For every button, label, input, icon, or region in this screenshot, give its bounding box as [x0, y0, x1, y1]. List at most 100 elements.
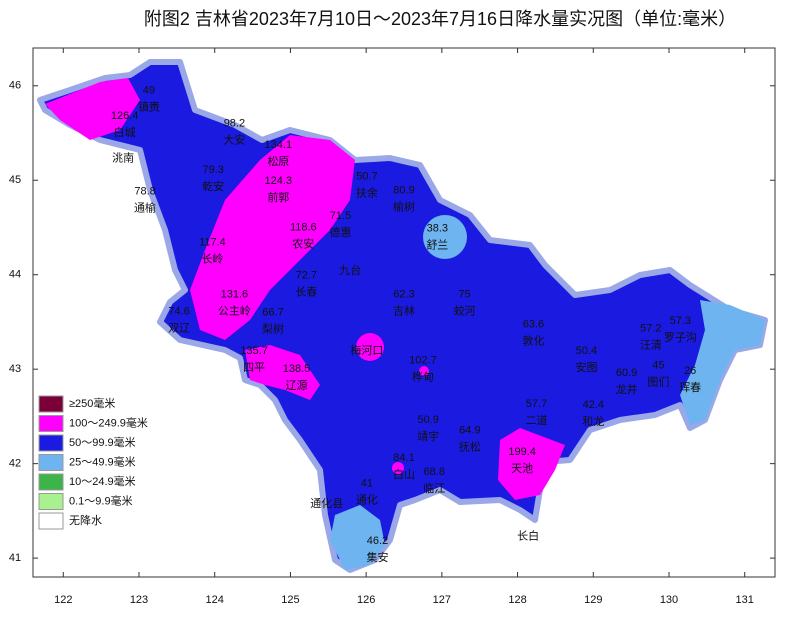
legend-swatch [38, 454, 64, 471]
station-name: 双辽 [168, 321, 190, 334]
station-value: 50.7 [356, 170, 377, 182]
x-tick-label: 124 [206, 594, 224, 606]
station-value: 60.9 [616, 367, 637, 379]
station-value: 57.7 [526, 398, 547, 410]
station-value: 62.3 [393, 288, 414, 300]
station-value: 78.8 [134, 185, 155, 197]
station-value: 102.7 [409, 355, 437, 367]
heavy-rain-area [245, 345, 320, 400]
station-value: 68.8 [424, 466, 445, 478]
station-name: 乾安 [202, 179, 224, 193]
province-area [37, 59, 768, 573]
station-value: 45 [652, 359, 664, 371]
station-name: 临江 [423, 481, 445, 495]
station-name: 天池 [511, 462, 533, 475]
station-value: 50.4 [576, 345, 597, 357]
heavy-rain-area [392, 462, 404, 474]
station-value: 72.7 [296, 270, 317, 282]
station-value: 74.6 [168, 305, 189, 317]
legend-label: 100～249.9毫米 [69, 415, 148, 429]
station-value: 79.3 [202, 164, 223, 176]
station-name: 敦化 [522, 334, 544, 348]
heavy-rain-area [356, 333, 384, 361]
station-value: 50.9 [418, 414, 439, 426]
legend-label: 0.1～9.9毫米 [69, 493, 133, 507]
station-name: 靖宇 [417, 430, 439, 443]
station-name: 白城 [114, 125, 136, 139]
station-name: 长岭 [201, 252, 223, 266]
station-name: 松原 [267, 154, 289, 168]
station-value: 80.9 [393, 185, 414, 197]
station-value: 38.3 [427, 222, 448, 234]
station-value: 138.5 [283, 363, 311, 375]
station-name: 通榆 [134, 200, 156, 214]
legend-label: 25～49.9毫米 [69, 454, 136, 468]
station-name: 和龙 [582, 415, 604, 428]
province [37, 59, 768, 573]
heavy-rain-area [498, 428, 565, 500]
station-name: 梅河口 [350, 343, 383, 357]
y-tick-label: 42 [9, 458, 21, 470]
station-value: 26 [684, 365, 696, 377]
station-value: 75 [458, 288, 470, 300]
station-name: 四平 [243, 362, 265, 374]
station-value: 124.3 [265, 175, 293, 187]
station-name: 集安 [367, 550, 389, 564]
station-value: 57.2 [640, 322, 661, 334]
station-name: 蛟河 [454, 303, 476, 317]
x-tick-label: 122 [54, 594, 72, 606]
moderate-rain-area [423, 215, 467, 259]
x-tick-label: 125 [281, 594, 299, 606]
station-value: 41 [361, 477, 373, 489]
station-value: 126.4 [111, 110, 139, 122]
legend-swatch [38, 415, 64, 432]
station-value: 131.6 [221, 288, 249, 300]
legend-swatch [38, 434, 64, 452]
station-name: 长白 [517, 528, 539, 542]
station-value: 63.6 [523, 319, 544, 331]
station-name: 吉林 [393, 303, 415, 317]
y-tick-label: 41 [9, 552, 21, 564]
x-tick-label: 126 [357, 594, 375, 606]
station-value: 134.1 [265, 139, 293, 151]
station-name: 汪清 [640, 338, 662, 351]
station-name: 榆树 [393, 200, 415, 214]
y-tick-label: 46 [9, 80, 21, 92]
station-name: 抚松 [459, 439, 481, 453]
station-value: 84.1 [393, 452, 414, 464]
station-value: 118.6 [290, 221, 317, 233]
station-name: 安图 [575, 360, 597, 374]
station-name: 长春 [295, 286, 317, 299]
x-tick-label: 127 [433, 594, 451, 606]
moderate-rain-area [680, 300, 765, 425]
station-name: 扶余 [356, 185, 378, 199]
station-name: 桦甸 [412, 370, 434, 384]
station-name: 德惠 [329, 225, 351, 239]
station-name: 通化县 [310, 496, 343, 510]
legend-label: ≥250毫米 [69, 396, 115, 410]
station-name: 农安 [292, 236, 314, 250]
station-name: 舒兰 [426, 237, 448, 251]
legend-swatch [38, 512, 64, 530]
station-name: 罗子沟 [664, 331, 697, 344]
x-tick-label: 128 [508, 594, 526, 606]
station-value: 42.4 [583, 399, 604, 411]
station-value: 199.4 [508, 446, 536, 458]
station-name: 镇赉 [138, 99, 160, 113]
station-value: 135.7 [240, 345, 268, 357]
legend-label: 50～99.9毫米 [69, 435, 136, 449]
station-name: 梨树 [262, 321, 284, 335]
y-tick-label: 44 [9, 269, 21, 281]
legend-swatch [38, 473, 64, 491]
x-tick-label: 130 [660, 594, 678, 606]
station-value: 49 [143, 84, 155, 96]
station-name: 公主岭 [218, 303, 251, 317]
legend-label: 10～24.9毫米 [69, 474, 136, 488]
heavy-rain-area [45, 78, 140, 140]
station-value: 66.7 [262, 306, 283, 318]
station-value: 71.5 [330, 210, 351, 222]
station-name: 前郭 [267, 190, 289, 204]
station-name: 珲春 [679, 381, 701, 394]
legend-label: 无降水 [69, 513, 102, 527]
